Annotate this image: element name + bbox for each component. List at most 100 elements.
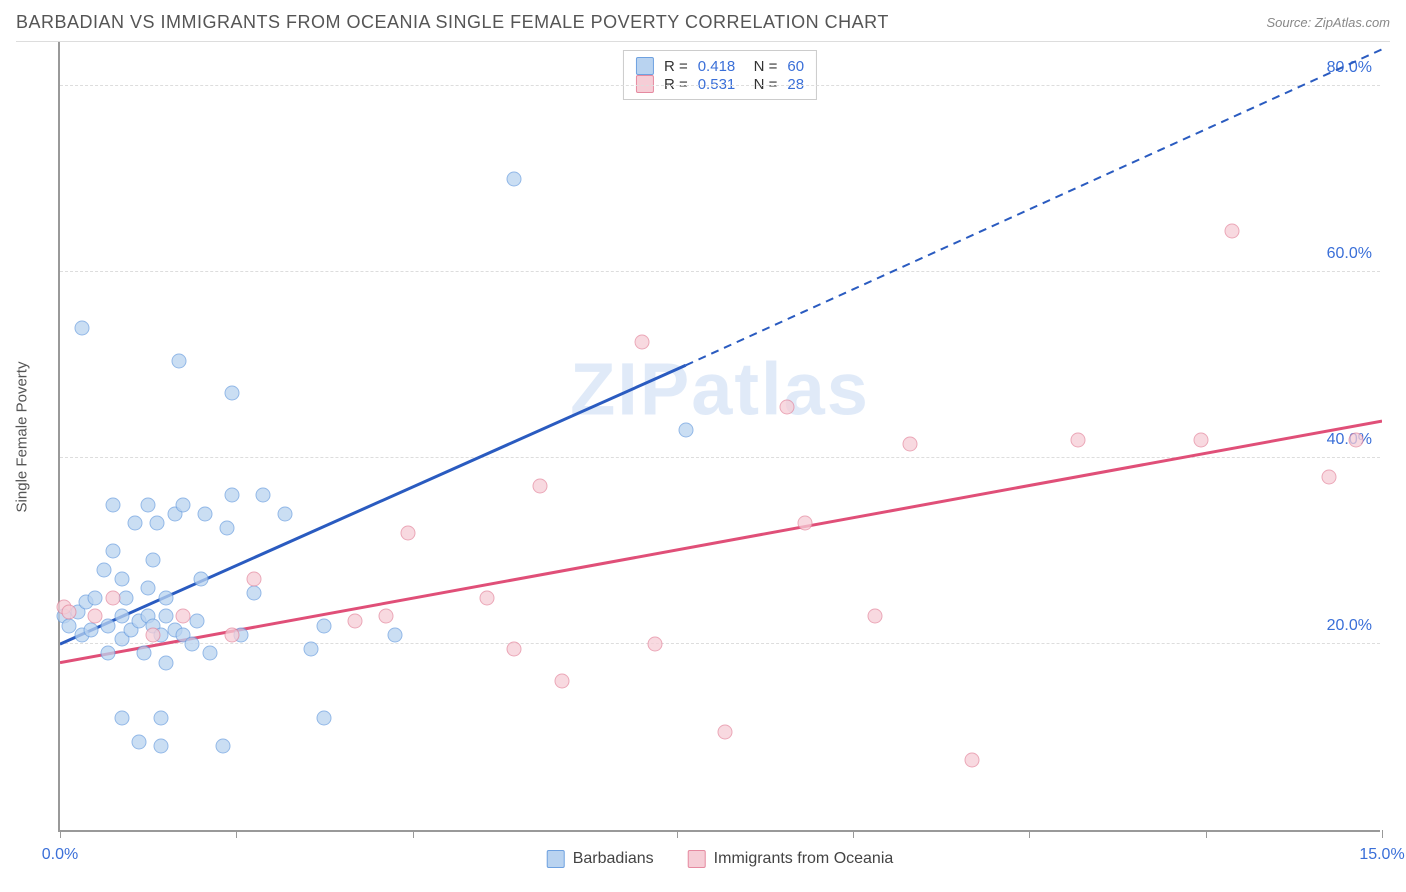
data-point bbox=[1070, 432, 1085, 447]
data-point bbox=[145, 553, 160, 568]
legend-r-value: 0.531 bbox=[698, 76, 736, 93]
x-tick bbox=[236, 830, 237, 838]
data-point bbox=[198, 507, 213, 522]
x-tick-label: 15.0% bbox=[1359, 846, 1404, 864]
data-point bbox=[185, 637, 200, 652]
gridline bbox=[60, 643, 1380, 644]
legend-bottom-item: Immigrants from Oceania bbox=[688, 850, 894, 868]
legend-r-label: R = bbox=[664, 58, 688, 75]
data-point bbox=[61, 618, 76, 633]
trend-lines bbox=[60, 40, 1382, 830]
x-tick bbox=[1206, 830, 1207, 838]
data-point bbox=[506, 172, 521, 187]
watermark: ZIPatlas bbox=[570, 346, 870, 431]
data-point bbox=[246, 586, 261, 601]
data-point bbox=[224, 386, 239, 401]
data-point bbox=[246, 572, 261, 587]
data-point bbox=[88, 590, 103, 605]
data-point bbox=[114, 711, 129, 726]
legend-r-label: R = bbox=[664, 76, 688, 93]
legend-swatch bbox=[688, 850, 706, 868]
data-point bbox=[255, 488, 270, 503]
plot-area: ZIPatlas R = 0.418 N = 60R = 0.531 N = 2… bbox=[58, 42, 1380, 832]
data-point bbox=[145, 627, 160, 642]
y-tick-label: 60.0% bbox=[1327, 245, 1372, 263]
data-point bbox=[634, 335, 649, 350]
legend-n-label: N = bbox=[745, 76, 777, 93]
data-point bbox=[97, 562, 112, 577]
data-point bbox=[220, 520, 235, 535]
data-point bbox=[158, 590, 173, 605]
x-tick bbox=[1382, 830, 1383, 838]
data-point bbox=[317, 711, 332, 726]
data-point bbox=[277, 507, 292, 522]
data-point bbox=[304, 641, 319, 656]
data-point bbox=[216, 739, 231, 754]
data-point bbox=[533, 479, 548, 494]
data-point bbox=[189, 613, 204, 628]
legend-n-value: 28 bbox=[787, 76, 804, 93]
data-point bbox=[903, 437, 918, 452]
data-point bbox=[158, 609, 173, 624]
legend-top-row: R = 0.531 N = 28 bbox=[636, 75, 804, 93]
data-point bbox=[149, 516, 164, 531]
data-point bbox=[480, 590, 495, 605]
data-point bbox=[176, 497, 191, 512]
gridline bbox=[60, 85, 1380, 86]
data-point bbox=[202, 646, 217, 661]
gridline bbox=[60, 271, 1380, 272]
legend-swatch bbox=[636, 57, 654, 75]
data-point bbox=[224, 627, 239, 642]
legend-bottom-item: Barbadians bbox=[547, 850, 654, 868]
data-point bbox=[127, 516, 142, 531]
y-tick-label: 80.0% bbox=[1327, 59, 1372, 77]
legend-r-value: 0.418 bbox=[698, 58, 736, 75]
data-point bbox=[141, 581, 156, 596]
chart-source: Source: ZipAtlas.com bbox=[1266, 15, 1390, 30]
legend-n-label: N = bbox=[745, 58, 777, 75]
x-tick bbox=[677, 830, 678, 838]
data-point bbox=[194, 572, 209, 587]
legend-swatch bbox=[636, 75, 654, 93]
data-point bbox=[176, 609, 191, 624]
data-point bbox=[114, 572, 129, 587]
x-tick bbox=[1029, 830, 1030, 838]
gridline bbox=[60, 457, 1380, 458]
data-point bbox=[1194, 432, 1209, 447]
data-point bbox=[224, 488, 239, 503]
legend-n-value: 60 bbox=[787, 58, 804, 75]
legend-swatch bbox=[547, 850, 565, 868]
data-point bbox=[1225, 223, 1240, 238]
data-point bbox=[718, 725, 733, 740]
data-point bbox=[506, 641, 521, 656]
x-tick bbox=[413, 830, 414, 838]
chart-container: Single Female Poverty ZIPatlas R = 0.418… bbox=[16, 41, 1390, 832]
data-point bbox=[105, 497, 120, 512]
data-point bbox=[141, 497, 156, 512]
data-point bbox=[797, 516, 812, 531]
data-point bbox=[379, 609, 394, 624]
data-point bbox=[555, 674, 570, 689]
data-point bbox=[171, 353, 186, 368]
data-point bbox=[348, 613, 363, 628]
data-point bbox=[114, 609, 129, 624]
data-point bbox=[154, 711, 169, 726]
data-point bbox=[647, 637, 662, 652]
data-point bbox=[119, 590, 134, 605]
legend-label: Immigrants from Oceania bbox=[714, 850, 894, 868]
y-axis-label: Single Female Poverty bbox=[14, 362, 31, 513]
data-point bbox=[101, 646, 116, 661]
data-point bbox=[75, 321, 90, 336]
legend-bottom: Barbadians Immigrants from Oceania bbox=[547, 850, 894, 868]
data-point bbox=[780, 400, 795, 415]
data-point bbox=[158, 655, 173, 670]
data-point bbox=[387, 627, 402, 642]
data-point bbox=[88, 609, 103, 624]
x-tick bbox=[60, 830, 61, 838]
data-point bbox=[61, 604, 76, 619]
data-point bbox=[105, 544, 120, 559]
legend-label: Barbadians bbox=[573, 850, 654, 868]
data-point bbox=[868, 609, 883, 624]
data-point bbox=[317, 618, 332, 633]
data-point bbox=[136, 646, 151, 661]
